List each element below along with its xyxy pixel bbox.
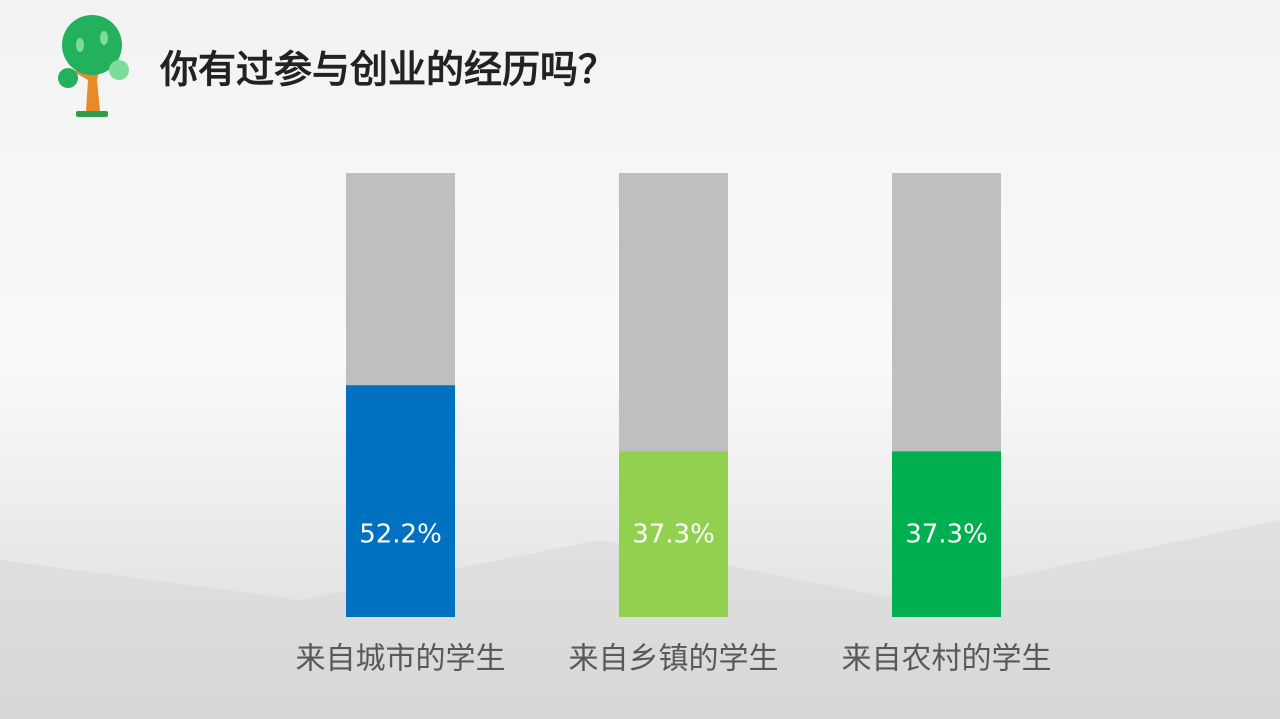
value-label: 52.2%: [359, 520, 442, 550]
chart-title: 你有过参与创业的经历吗？: [159, 48, 616, 92]
bar: [892, 451, 1001, 617]
x-tick-label: 来自乡镇的学生: [569, 642, 779, 677]
x-tick-label: 来自农村的学生: [842, 642, 1052, 677]
bar: [346, 385, 455, 617]
value-label: 37.3%: [905, 520, 988, 550]
bar: [619, 451, 728, 617]
tree-icon: [58, 15, 129, 117]
background-shape: [0, 520, 1280, 719]
value-label: 37.3%: [632, 520, 715, 550]
x-tick-label: 来自城市的学生: [296, 642, 506, 677]
